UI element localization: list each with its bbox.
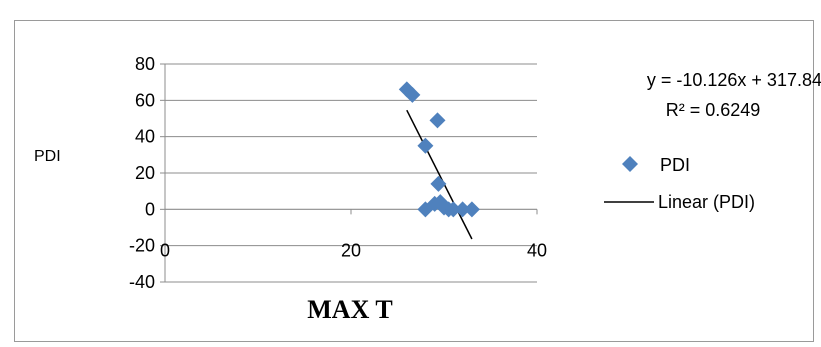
legend-trendline-label: Linear (PDI)	[658, 192, 755, 212]
grid-lines	[165, 63, 537, 283]
y-axis-label: PDI	[34, 148, 61, 165]
trendline-group	[406, 109, 473, 240]
x-tick-label: 40	[527, 240, 547, 260]
data-point	[463, 201, 480, 218]
data-point	[430, 175, 447, 192]
chart-frame	[14, 20, 814, 342]
x-tick-labels: 0 20 40	[160, 240, 547, 260]
trendline	[406, 109, 473, 240]
data-point	[445, 201, 462, 218]
y-tick-label: -20	[129, 236, 155, 256]
y-tick-label: 40	[135, 127, 155, 147]
y-tick-label: 80	[135, 54, 155, 74]
legend-series-label: PDI	[660, 155, 690, 175]
y-tick-label: 20	[135, 163, 155, 183]
x-axis-label: MAX T	[307, 295, 392, 324]
data-points	[398, 81, 480, 218]
x-tick-label: 20	[341, 240, 361, 260]
trendline-equation: y = -10.126x + 317.84	[647, 70, 821, 90]
y-tick-label: -40	[129, 272, 155, 292]
data-point	[417, 137, 434, 154]
data-point	[404, 86, 421, 103]
y-tick-labels: -40 -20 0 20 40 60 80	[129, 54, 155, 292]
y-tick-label: 60	[135, 90, 155, 110]
data-point	[454, 201, 471, 218]
y-tick-label: 0	[145, 199, 155, 219]
legend-marker-diamond	[622, 156, 638, 172]
x-tick-label: 0	[160, 240, 170, 260]
data-point	[429, 112, 446, 129]
legend: PDI Linear (PDI)	[604, 155, 755, 212]
trendline-r-squared: R² = 0.6249	[666, 100, 761, 120]
